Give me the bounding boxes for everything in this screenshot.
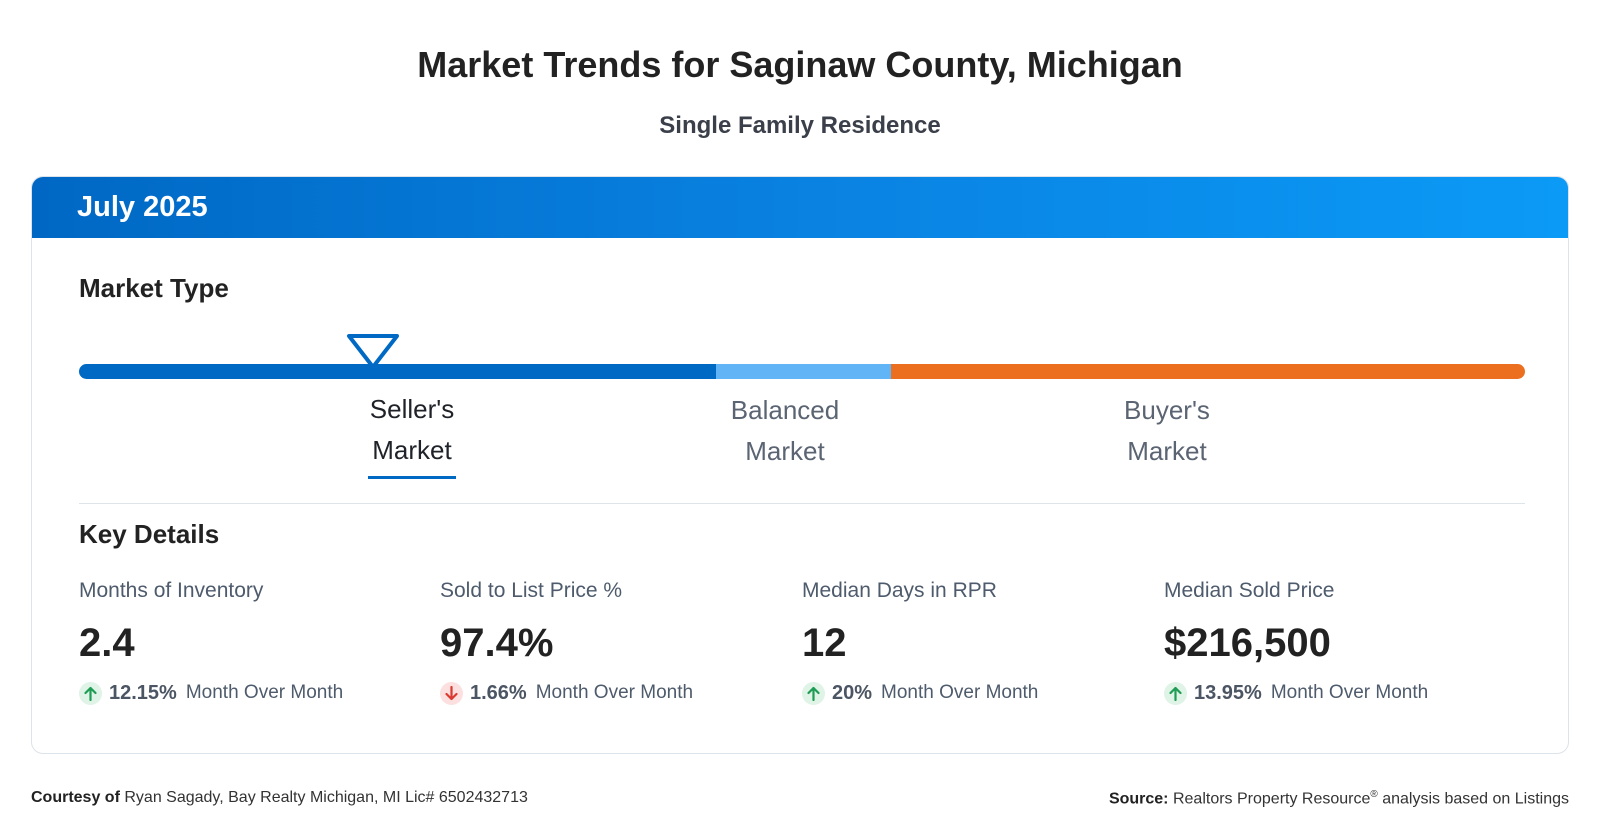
- gauge-segment-seller: [79, 364, 716, 379]
- market-indicator-icon: [347, 334, 399, 369]
- metric-change: 13.95% Month Over Month: [1164, 679, 1524, 707]
- metric-median-days-in-rpr: Median Days in RPR 12 20% Month Over Mon…: [802, 579, 1162, 707]
- change-suffix: Month Over Month: [185, 682, 344, 703]
- card-header: July 2025: [32, 177, 1568, 238]
- metric-change: 12.15% Month Over Month: [79, 679, 439, 707]
- source-note: Source: Realtors Property Resource® anal…: [1109, 789, 1569, 808]
- metric-value: 12: [802, 621, 847, 665]
- arrow-up-icon: [1164, 681, 1187, 705]
- metric-change: 20% Month Over Month: [802, 679, 1162, 707]
- metric-label: Median Days in RPR: [802, 579, 997, 602]
- registered-mark: ®: [1370, 789, 1378, 800]
- change-suffix: Month Over Month: [1270, 682, 1429, 703]
- change-percent: 20%: [832, 681, 873, 704]
- change-percent: 12.15%: [109, 681, 177, 704]
- seller-market-label: Seller's Market: [312, 389, 512, 471]
- active-market-underline: [368, 476, 456, 479]
- metric-median-sold-price: Median Sold Price $216,500 13.95% Month …: [1164, 579, 1524, 707]
- metric-change: 1.66% Month Over Month: [440, 679, 800, 707]
- arrow-down-icon: [440, 681, 463, 705]
- page-subtitle: Single Family Residence: [659, 112, 941, 139]
- change-percent: 1.66%: [470, 681, 527, 704]
- market-type-gauge: [79, 364, 1525, 379]
- seller-market-label-line1: Seller's: [369, 394, 455, 424]
- source-text: Realtors Property Resource: [1172, 790, 1371, 808]
- metric-label: Months of Inventory: [79, 579, 264, 602]
- source-text-suffix: analysis based on Listings: [1377, 790, 1569, 808]
- courtesy-label: Courtesy of: [31, 789, 120, 806]
- courtesy-note: Courtesy of Ryan Sagady, Bay Realty Mich…: [31, 789, 528, 807]
- metric-value: 97.4%: [440, 621, 554, 665]
- arrow-up-icon: [802, 681, 825, 705]
- arrow-up-icon: [79, 681, 102, 705]
- metric-sold-to-list-price: Sold to List Price % 97.4% 1.66% Month O…: [440, 579, 800, 707]
- gauge-segment-balanced: [716, 364, 891, 379]
- market-type-title: Market Type: [79, 273, 229, 303]
- market-card: July 2025 Market Type Seller's Market Ba…: [31, 176, 1569, 754]
- change-suffix: Month Over Month: [535, 682, 694, 703]
- metric-value: $216,500: [1164, 621, 1331, 665]
- seller-market-label-line2: Market: [372, 435, 452, 465]
- courtesy-text: Ryan Sagady, Bay Realty Michigan, MI Lic…: [124, 789, 528, 806]
- source-label: Source:: [1108, 790, 1169, 808]
- balanced-market-label: Balanced Market: [685, 390, 885, 472]
- balanced-market-label-line2: Market: [745, 436, 825, 466]
- gauge-segment-buyer: [891, 364, 1525, 379]
- metric-value: 2.4: [79, 621, 135, 665]
- period-label: July 2025: [77, 191, 208, 223]
- section-divider: [79, 503, 1525, 504]
- buyer-market-label-line2: Market: [1127, 436, 1207, 466]
- change-suffix: Month Over Month: [881, 682, 1039, 703]
- metric-label: Sold to List Price %: [440, 579, 623, 602]
- metric-months-of-inventory: Months of Inventory 2.4 12.15% Month Ove…: [79, 579, 439, 707]
- metric-label: Median Sold Price: [1164, 579, 1335, 602]
- buyer-market-label: Buyer's Market: [1067, 390, 1267, 472]
- change-percent: 13.95%: [1194, 681, 1262, 704]
- buyer-market-label-line1: Buyer's: [1124, 395, 1210, 425]
- balanced-market-label-line1: Balanced: [730, 395, 840, 425]
- key-details-title: Key Details: [79, 519, 220, 549]
- page-title: Market Trends for Saginaw County, Michig…: [417, 44, 1183, 85]
